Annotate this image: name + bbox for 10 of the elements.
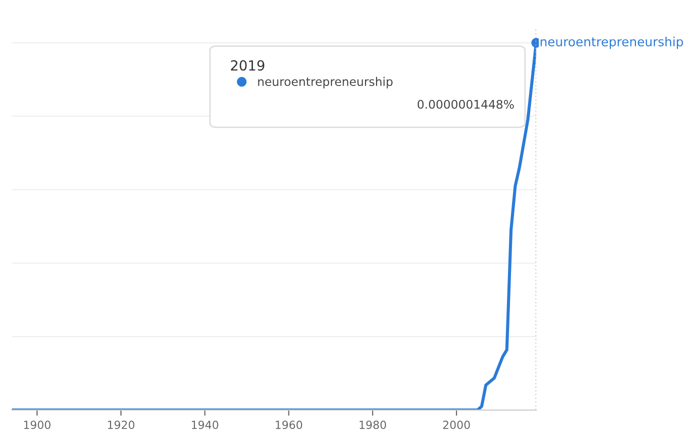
text: neuroentrepreneurship — [540, 36, 683, 49]
x-tick-label: 1960 — [276, 420, 302, 430]
annotation: 0.0000001448% — [418, 100, 514, 109]
x-tick-label: 2000 — [443, 420, 470, 430]
x-tick-label: 1900 — [24, 420, 50, 430]
x-tick-label: 1940 — [192, 420, 218, 430]
x-tick-label: 1920 — [108, 420, 134, 430]
legend-label: neuroentrepreneurship — [258, 76, 393, 88]
x-tick-label: 1980 — [360, 420, 386, 430]
legend-title: 2019 — [230, 60, 264, 71]
